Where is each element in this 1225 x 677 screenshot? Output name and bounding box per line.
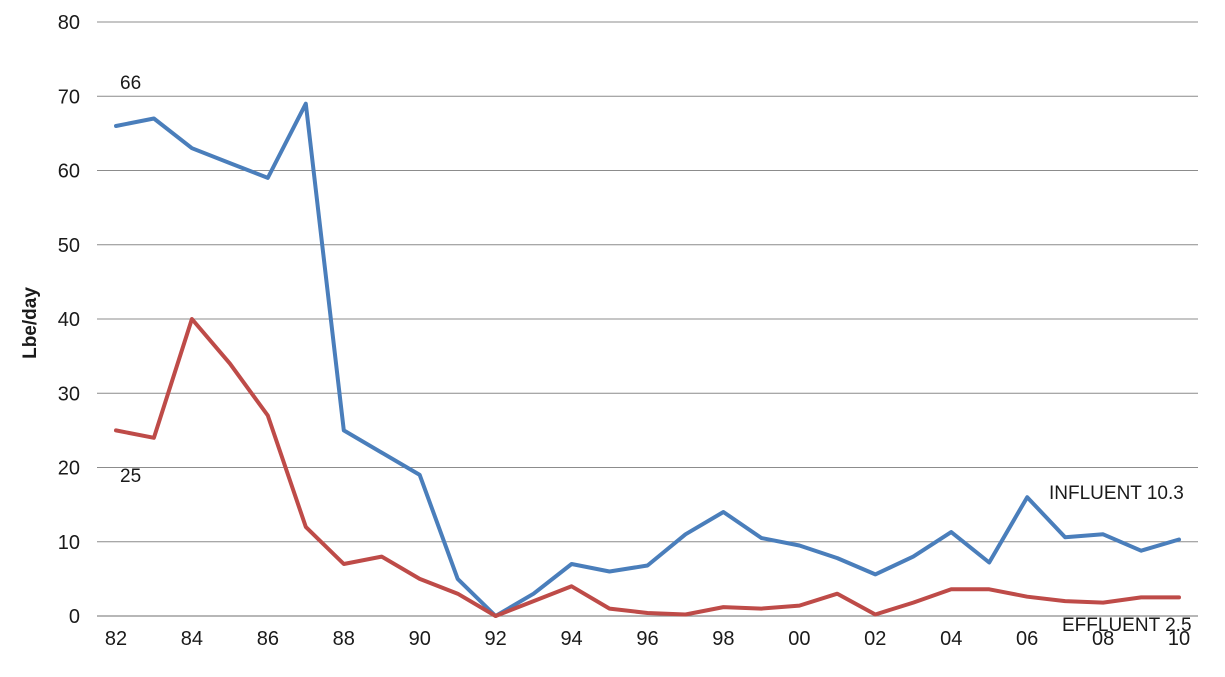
gridlines xyxy=(97,22,1198,616)
y-tick-label: 80 xyxy=(58,12,80,34)
y-tick-label: 70 xyxy=(58,86,80,108)
y-tick-label: 60 xyxy=(58,161,80,183)
influent-start-label: 66 xyxy=(120,73,141,94)
y-tick-label: 30 xyxy=(58,383,80,405)
x-tick-label: 82 xyxy=(105,628,127,650)
x-tick-label: 92 xyxy=(485,628,507,650)
y-tick-label: 50 xyxy=(58,235,80,257)
x-tick-label: 02 xyxy=(864,628,886,650)
influent-end-label: INFLUENT 10.3 xyxy=(1049,483,1184,504)
y-tick-label: 40 xyxy=(58,309,80,331)
x-tick-label: 88 xyxy=(333,628,355,650)
y-axis-label: Lbe/day xyxy=(20,287,41,359)
x-tick-label: 94 xyxy=(560,628,582,650)
x-tick-label: 04 xyxy=(940,628,962,650)
y-axis-tick-labels: 0 10 20 30 40 50 60 70 80 xyxy=(58,12,80,628)
y-tick-label: 20 xyxy=(58,458,80,480)
influent-series-line xyxy=(116,104,1179,616)
x-tick-label: 98 xyxy=(712,628,734,650)
x-tick-label: 06 xyxy=(1016,628,1038,650)
annotations: 66 25 INFLUENT 10.3 EFFLUENT 2.5 xyxy=(120,73,1192,636)
effluent-end-label: EFFLUENT 2.5 xyxy=(1062,615,1192,636)
y-tick-label: 10 xyxy=(58,532,80,554)
x-tick-label: 84 xyxy=(181,628,203,650)
x-tick-label: 90 xyxy=(409,628,431,650)
effluent-start-label: 25 xyxy=(120,466,141,487)
y-tick-label: 0 xyxy=(69,606,80,628)
x-tick-label: 86 xyxy=(257,628,279,650)
x-axis-tick-labels: 82 84 86 88 90 92 94 96 98 00 02 04 06 08 10 xyxy=(105,628,1190,650)
x-tick-label: 96 xyxy=(636,628,658,650)
series-lines xyxy=(116,104,1179,616)
x-tick-label: 00 xyxy=(788,628,810,650)
